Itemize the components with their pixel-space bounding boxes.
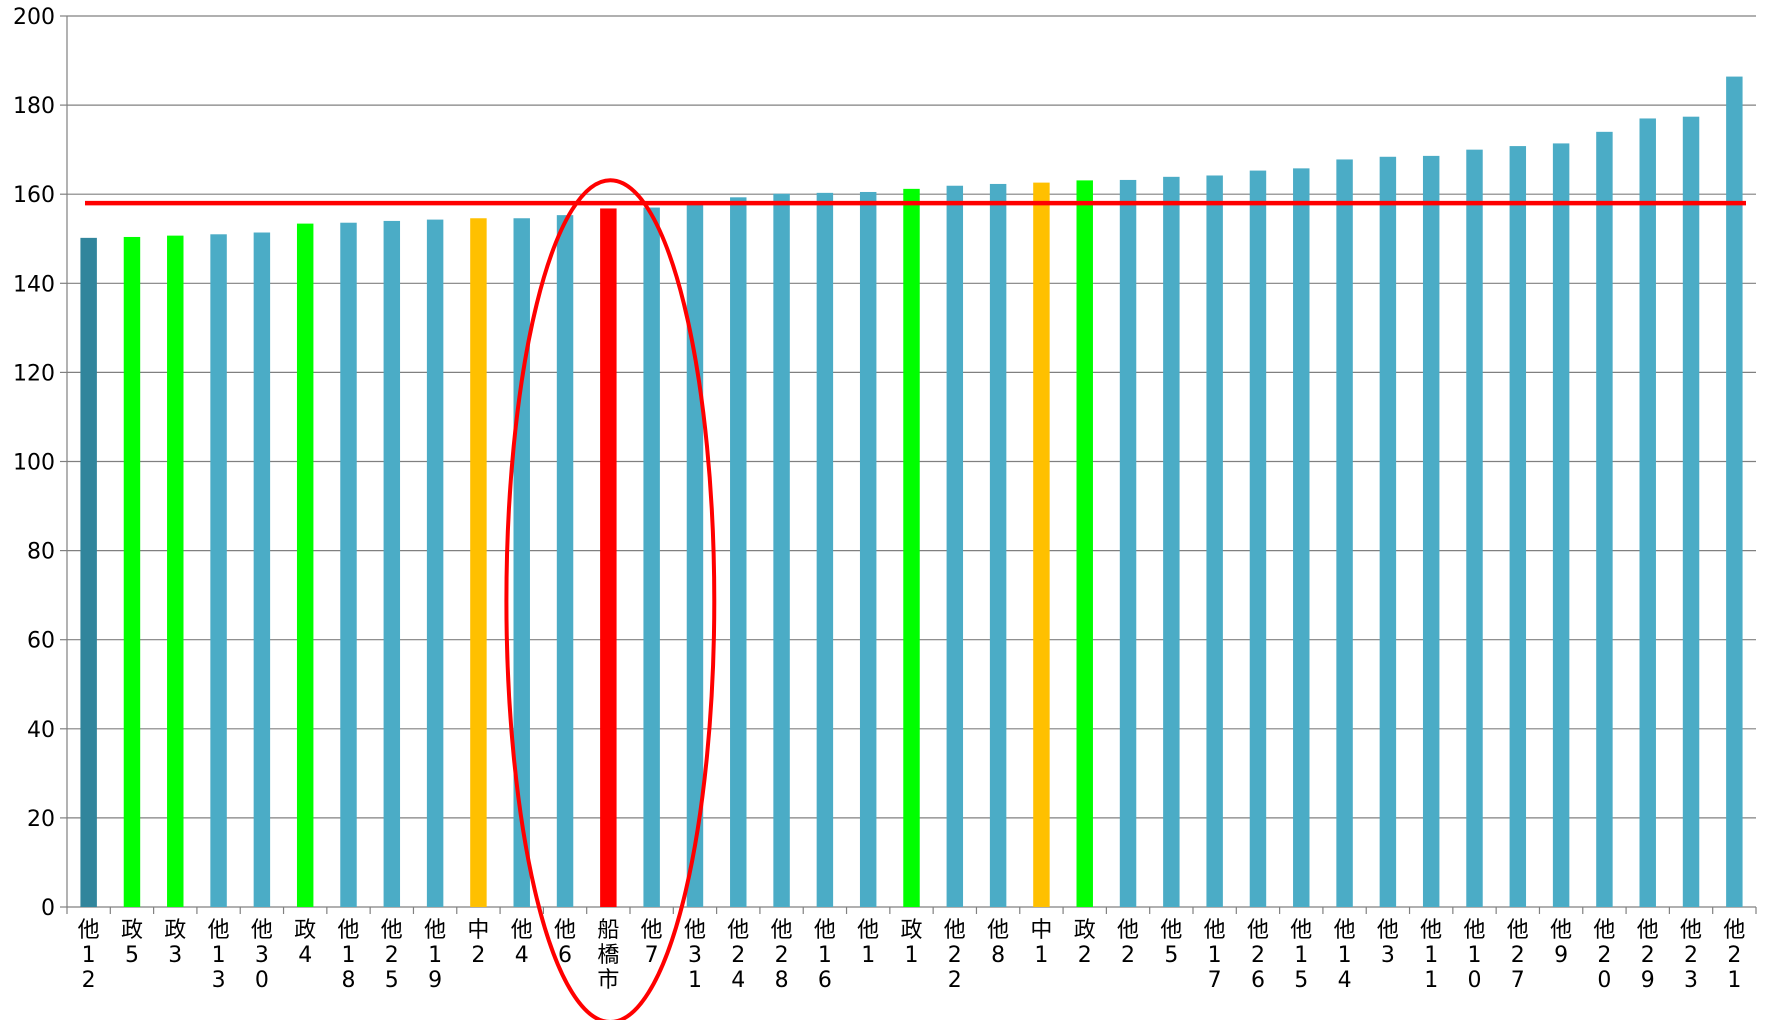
bar-他27: [1509, 146, 1527, 907]
bar-他29: [1639, 118, 1656, 908]
y-tick-label: 20: [27, 807, 55, 832]
highlight-ellipse: [504, 178, 717, 1020]
bar-他28: [773, 193, 790, 907]
bar-他18: [340, 222, 357, 907]
bar-政4: [296, 223, 314, 907]
bar-他11: [1422, 155, 1440, 908]
bar-他16: [816, 192, 834, 907]
bar-他17: [1206, 175, 1223, 907]
bar-他21: [1726, 76, 1743, 907]
bar-他4: [513, 218, 530, 907]
bar-他7: [643, 207, 660, 907]
bar-他6: [556, 215, 574, 908]
bar-他10: [1466, 149, 1483, 907]
bar-他22: [946, 185, 964, 908]
bar-他30: [253, 232, 271, 907]
bar-政2: [1076, 180, 1093, 907]
bar-他20: [1596, 131, 1613, 907]
y-tick-label: 40: [27, 718, 55, 743]
y-tick-label: 180: [13, 94, 55, 119]
y-ticks-layer: 0 20 40 60 80 100 120 140 160 180 200: [13, 5, 55, 921]
bar-他23: [1682, 116, 1700, 908]
bar-政1: [903, 188, 920, 907]
bar-船橋市: [600, 208, 617, 907]
bar-政3: [167, 235, 184, 908]
bar-中1: [1033, 182, 1050, 907]
y-tick-label: 80: [27, 540, 55, 565]
bar-他5: [1163, 176, 1180, 907]
bar-他13: [210, 234, 227, 908]
y-tick-label: 60: [27, 629, 55, 654]
y-tick-label: 100: [13, 451, 55, 476]
bar-中2: [470, 218, 487, 907]
reference-layer: [85, 178, 1746, 1020]
bar-他3: [1379, 156, 1397, 907]
y-tick-label: 120: [13, 361, 55, 386]
bar-他9: [1552, 143, 1570, 908]
bar-他1: [859, 191, 877, 907]
bar-他12: [80, 237, 97, 907]
bar-他15: [1293, 168, 1310, 908]
y-tick-label: 160: [13, 183, 55, 208]
y-tick-label: 0: [41, 896, 55, 921]
bar-他26: [1249, 170, 1267, 907]
bar-他25: [383, 220, 401, 907]
y-tick-label: 140: [13, 272, 55, 297]
bar-他2: [1119, 179, 1137, 908]
bar-他14: [1336, 159, 1353, 908]
y-tick-label: 200: [13, 5, 55, 30]
bar-他8: [989, 183, 1007, 908]
bars-layer: [80, 76, 1743, 908]
x-category-label: 船橋市: [597, 918, 619, 993]
bar-他19: [426, 219, 444, 907]
bar-政5: [123, 236, 141, 907]
bar-他24: [730, 197, 747, 908]
